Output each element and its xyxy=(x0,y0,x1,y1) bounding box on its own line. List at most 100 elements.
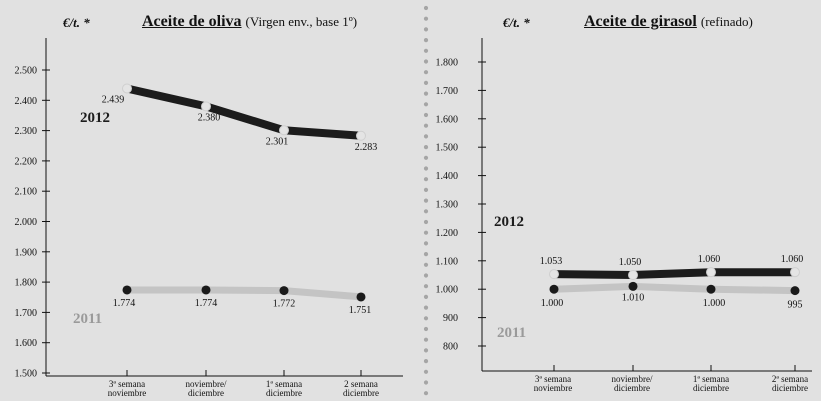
data-point-2012 xyxy=(201,101,211,112)
divider-dot xyxy=(423,209,429,214)
data-point-2011 xyxy=(790,286,800,296)
x-tick-label: diciembre xyxy=(693,383,729,393)
y-tick-label: 1.800 xyxy=(15,278,38,289)
data-label-2011: 1.751 xyxy=(349,305,372,316)
data-point-2011 xyxy=(279,286,289,296)
data-label-2012: 2.439 xyxy=(102,94,125,105)
series-line-2012 xyxy=(126,84,362,140)
divider-dot xyxy=(423,16,429,21)
series-line-2011 xyxy=(127,286,362,301)
divider-dot xyxy=(423,91,429,96)
divider-dot xyxy=(423,294,429,299)
data-point-2011 xyxy=(356,292,366,302)
x-tick-label: 1ª semana xyxy=(266,379,302,389)
data-label-2011: 1.774 xyxy=(113,298,136,309)
data-label-2011: 995 xyxy=(788,300,803,311)
x-tick-label: diciembre xyxy=(614,383,650,393)
divider-dot xyxy=(423,155,429,160)
data-label-2012: 2.301 xyxy=(266,136,289,147)
divider-dot xyxy=(423,123,429,128)
data-label-2011: 1.000 xyxy=(541,298,564,309)
data-point-2012 xyxy=(122,83,132,94)
data-point-2012 xyxy=(549,269,559,280)
divider-dot xyxy=(423,80,429,85)
divider-dot xyxy=(423,369,429,374)
divider-dot xyxy=(423,262,429,267)
x-tick-label: diciembre xyxy=(266,388,302,398)
panel-title-left: Aceite de oliva (Virgen env., base 1º) xyxy=(142,13,357,31)
x-tick-label: diciembre xyxy=(772,383,808,393)
y-tick-label: 1.600 xyxy=(15,338,38,349)
data-point-2011 xyxy=(706,284,716,294)
divider-dot xyxy=(423,102,429,107)
series-name-2011: 2011 xyxy=(73,311,102,327)
data-point-2011 xyxy=(122,285,132,295)
divider-dot xyxy=(423,145,429,150)
divider-dot xyxy=(423,187,429,192)
data-point-2011 xyxy=(628,281,638,291)
data-label-2012: 2.380 xyxy=(198,112,221,123)
divider-dot xyxy=(423,305,429,310)
y-tick-label: 1.900 xyxy=(15,247,38,258)
divider-dot xyxy=(423,380,429,385)
divider-dot xyxy=(423,219,429,225)
divider-dot xyxy=(423,70,429,75)
chart-panel-1: 800 900 1.000 1.100 1.200 1.300 1.400 1.500 1.60… xyxy=(436,38,812,393)
x-tick-label: 1ª semana xyxy=(693,374,729,384)
data-label-2011: 1.772 xyxy=(273,299,296,310)
divider-dot xyxy=(423,166,429,171)
data-label-2011: 1.000 xyxy=(703,298,726,309)
y-tick-label: 1.800 xyxy=(436,58,459,69)
data-point-2012 xyxy=(706,267,716,278)
x-tick-label: 2ª semana xyxy=(772,374,808,384)
panel-title-right: Aceite de girasol (refinado) xyxy=(584,13,753,31)
divider-dot xyxy=(423,38,429,43)
divider-dot xyxy=(423,337,429,342)
chart-panel-0: 1.500 1.600 1.700 1.800 1.900 2.000 2.100 2.200… xyxy=(15,38,403,398)
chart-subtitle: (Virgen env., base 1º) xyxy=(245,14,358,29)
chart-subtitle: (refinado) xyxy=(700,14,753,29)
series-name-2012: 2012 xyxy=(494,214,524,230)
chart-title: Aceite de oliva xyxy=(142,13,242,30)
data-point-2012 xyxy=(356,130,366,141)
divider-dot xyxy=(423,112,429,118)
y-tick-label: 1.400 xyxy=(436,171,459,182)
y-tick-label: 2.200 xyxy=(15,156,38,167)
series-line-2011 xyxy=(553,282,796,295)
x-tick-label: noviembre/ xyxy=(612,374,653,384)
data-point-2012 xyxy=(790,267,800,278)
x-tick-label: 3ª semana xyxy=(109,379,145,389)
chart-title: Aceite de girasol xyxy=(584,13,697,30)
y-tick-label: 1.600 xyxy=(436,114,459,125)
divider-dot xyxy=(423,177,429,182)
divider-dot xyxy=(423,252,429,257)
y-tick-label: 1.500 xyxy=(15,369,38,380)
y-tick-label: 1.100 xyxy=(436,256,459,267)
divider-dot xyxy=(423,134,429,139)
panel-header-left: €/t. * xyxy=(63,14,90,32)
divider-dot xyxy=(423,284,429,289)
x-tick-label: noviembre xyxy=(108,388,147,398)
y-tick-label: 2.500 xyxy=(15,66,38,77)
panel-divider xyxy=(423,5,429,396)
x-tick-label: diciembre xyxy=(188,388,224,398)
x-tick-label: 3ª semana xyxy=(535,374,571,384)
y-tick-label: 1.700 xyxy=(436,86,459,97)
y-tick-label: 1.300 xyxy=(436,200,459,211)
series-line-2012 xyxy=(553,268,795,280)
data-label-2012: 1.060 xyxy=(698,254,721,265)
data-label-2011: 1.010 xyxy=(622,292,645,303)
panel-header-right: €/t. * xyxy=(503,14,530,32)
divider-dot xyxy=(423,230,429,235)
data-point-2011 xyxy=(201,285,211,295)
y-tick-label: 900 xyxy=(443,313,458,324)
x-tick-label: diciembre xyxy=(343,388,379,398)
divider-dot xyxy=(423,359,429,364)
y-tick-label: 800 xyxy=(443,342,458,353)
y-tick-label: 2.000 xyxy=(15,217,38,228)
divider-dot xyxy=(423,48,429,53)
x-tick-label: noviembre/ xyxy=(186,379,227,389)
x-tick-label: 2 semana xyxy=(344,379,378,389)
divider-dot xyxy=(423,391,429,396)
